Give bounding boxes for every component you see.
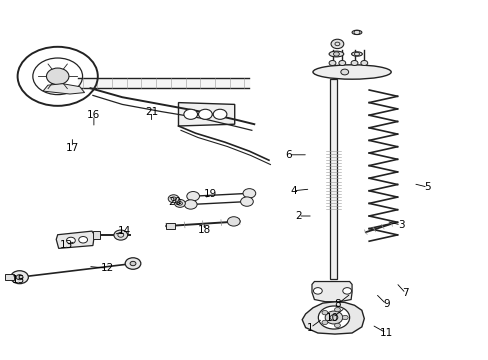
Text: 11: 11	[379, 328, 392, 338]
Polygon shape	[178, 103, 234, 126]
Text: 7: 7	[402, 288, 408, 298]
Circle shape	[328, 60, 335, 66]
Ellipse shape	[312, 65, 390, 79]
Text: 2: 2	[294, 211, 301, 221]
Ellipse shape	[351, 30, 361, 35]
Circle shape	[46, 68, 69, 85]
Polygon shape	[43, 84, 84, 94]
Circle shape	[334, 307, 340, 312]
Circle shape	[313, 288, 322, 294]
Text: 16: 16	[87, 110, 101, 120]
Text: 6: 6	[285, 150, 291, 160]
Circle shape	[174, 199, 185, 207]
Circle shape	[340, 69, 348, 75]
Circle shape	[184, 200, 197, 209]
Circle shape	[130, 261, 136, 266]
Text: 4: 4	[289, 186, 296, 196]
Text: 10: 10	[325, 312, 338, 323]
Circle shape	[342, 288, 351, 294]
Text: 8: 8	[333, 299, 340, 309]
Circle shape	[350, 60, 357, 66]
Polygon shape	[166, 223, 175, 229]
Text: 1: 1	[306, 323, 313, 333]
Circle shape	[321, 320, 327, 325]
Text: 17: 17	[65, 143, 79, 153]
Polygon shape	[5, 274, 14, 280]
Circle shape	[114, 230, 127, 240]
Polygon shape	[329, 79, 337, 279]
Circle shape	[338, 60, 345, 66]
Circle shape	[125, 258, 141, 269]
Circle shape	[334, 323, 340, 328]
Circle shape	[168, 195, 179, 203]
Circle shape	[333, 52, 339, 56]
Circle shape	[318, 306, 349, 329]
Circle shape	[330, 39, 343, 49]
Text: 14: 14	[118, 226, 131, 236]
Polygon shape	[93, 231, 100, 239]
Polygon shape	[56, 231, 94, 248]
Circle shape	[321, 310, 327, 315]
Circle shape	[227, 217, 240, 226]
Text: 5: 5	[424, 182, 430, 192]
Circle shape	[79, 237, 87, 243]
Circle shape	[11, 271, 28, 284]
Circle shape	[342, 315, 347, 320]
Text: 21: 21	[144, 107, 158, 117]
Ellipse shape	[328, 51, 343, 57]
Polygon shape	[311, 282, 351, 302]
Text: 15: 15	[12, 275, 25, 285]
Circle shape	[183, 109, 197, 120]
Circle shape	[198, 109, 212, 120]
Circle shape	[243, 189, 255, 198]
Circle shape	[360, 60, 367, 66]
Ellipse shape	[351, 52, 362, 56]
Circle shape	[66, 237, 75, 244]
Polygon shape	[302, 302, 364, 334]
Circle shape	[213, 109, 226, 120]
Text: 18: 18	[197, 225, 211, 235]
Circle shape	[325, 311, 342, 324]
Text: 13: 13	[59, 240, 73, 250]
Text: 19: 19	[203, 189, 217, 199]
Circle shape	[240, 197, 253, 206]
Circle shape	[16, 275, 23, 280]
Text: 3: 3	[397, 220, 404, 230]
Text: 20: 20	[168, 197, 181, 207]
Text: 12: 12	[101, 263, 114, 273]
Text: 9: 9	[382, 299, 389, 309]
Circle shape	[186, 192, 199, 201]
